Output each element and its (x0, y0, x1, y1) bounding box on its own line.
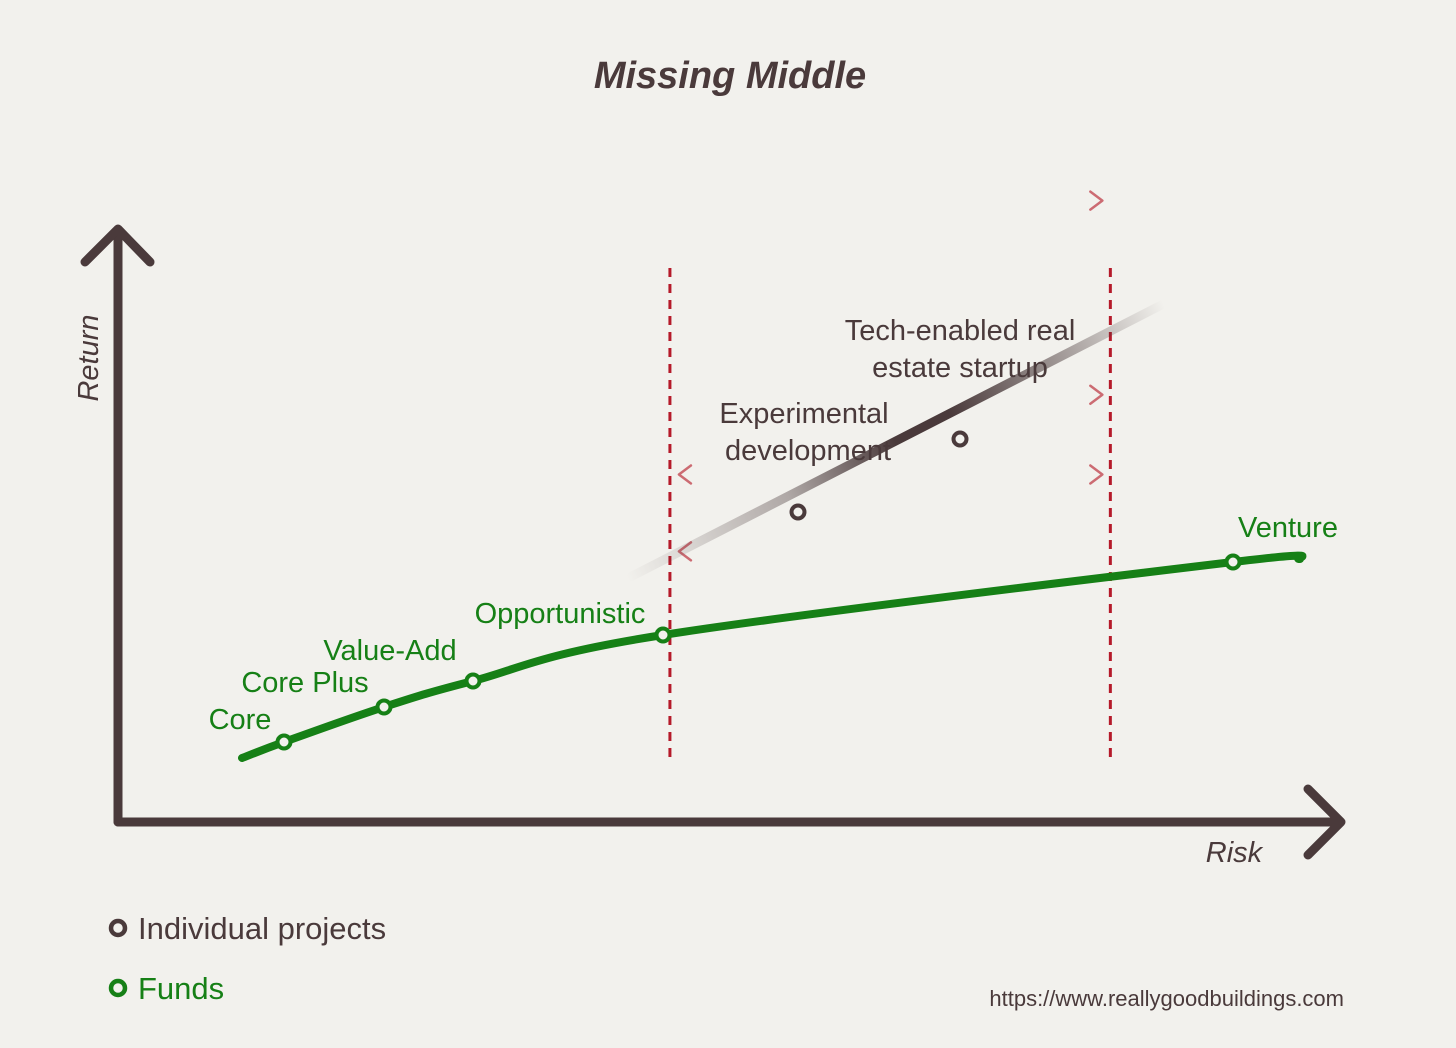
legend-label-funds: Funds (138, 971, 224, 1006)
y-axis-arrowhead (80, 224, 155, 267)
arrow-right-head (1089, 464, 1104, 485)
arrow-right-head (1089, 190, 1104, 211)
fund-label-core: Core (209, 704, 272, 736)
source-link[interactable]: https://www.reallygoodbuildings.com (989, 986, 1344, 1011)
fund-label-opportunistic: Opportunistic (475, 598, 646, 630)
projects-line (626, 292, 1182, 582)
arrow-right-head (1089, 384, 1104, 406)
y-axis-label: Return (73, 314, 105, 401)
fund-label-value-add: Value-Add (323, 635, 456, 667)
legend-marker-funds (108, 978, 128, 998)
legend-label-projects: Individual projects (138, 911, 386, 946)
legend: Individual projects Funds (108, 911, 386, 1006)
fund-label-core-plus: Core Plus (241, 667, 368, 699)
project-label-line: development (725, 435, 891, 467)
arrow-left-head (677, 464, 693, 485)
axes: Return Risk (73, 224, 1346, 869)
fund-marker-core-plus (375, 698, 393, 716)
chart-title: Missing Middle (594, 55, 866, 97)
project-label-tech-enabled-real-estate-startup: Tech-enabled real estate startup (845, 315, 1076, 384)
missing-middle-bounds (668, 268, 1112, 757)
fund-marker-venture (1224, 553, 1242, 571)
x-axis-arrowhead (1303, 784, 1346, 860)
project-marker-tech-enabled-real-estate-startup (951, 430, 969, 448)
fund-label-venture: Venture (1238, 512, 1338, 544)
fund-marker-core (275, 733, 293, 751)
fund-marker-value-add (464, 672, 482, 690)
project-label-line: estate startup (872, 352, 1048, 384)
series (238, 292, 1307, 762)
shift-arrows (677, 190, 1104, 562)
legend-marker-projects (108, 918, 128, 938)
x-axis-label: Risk (1206, 837, 1264, 869)
project-label-experimental-development: Experimental development (719, 398, 891, 467)
project-marker-experimental-development (789, 503, 807, 521)
project-label-line: Tech-enabled real (845, 315, 1076, 347)
project-label-line: Experimental (719, 398, 888, 430)
fund-marker-opportunistic (654, 626, 672, 644)
